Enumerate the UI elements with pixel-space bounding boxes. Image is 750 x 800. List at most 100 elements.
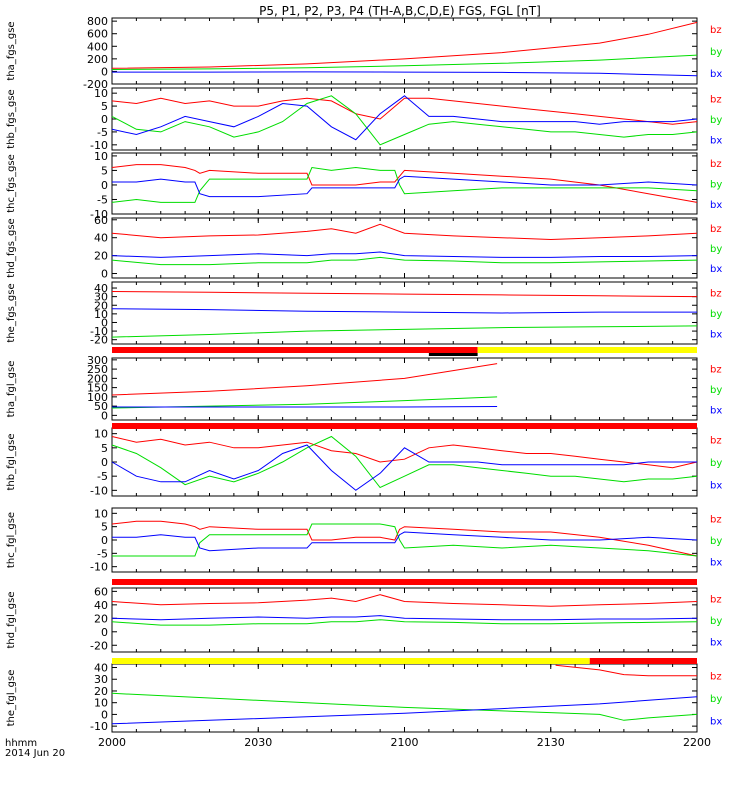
y-tick-label: -10 — [90, 561, 108, 574]
y-tick-label: 5 — [101, 521, 108, 534]
panel-frame — [111, 427, 698, 497]
series-by — [111, 325, 698, 338]
legend-bx: bx — [710, 557, 722, 568]
legend-by: by — [710, 309, 722, 320]
y-axis-label: thd_fgs_gse — [6, 218, 17, 277]
time-axis: 2000 2030 2100 2130 2200 — [98, 736, 711, 749]
y-tick-label: 30 — [94, 673, 108, 686]
y-tick-label: 0 — [101, 316, 108, 329]
y-axis-label: thc_fgs_gse — [6, 154, 17, 213]
series-by — [111, 435, 698, 489]
flag-segment — [112, 347, 478, 353]
series-by — [111, 95, 698, 146]
series-by — [111, 619, 698, 626]
y-tick-label: 0 — [101, 534, 108, 547]
x-tick-label: 2030 — [244, 736, 272, 749]
flag-segment — [112, 658, 590, 664]
series-bz — [111, 21, 698, 69]
legend-by: by — [710, 385, 722, 396]
series-by — [111, 692, 698, 721]
legend-bx: bx — [710, 330, 722, 341]
panel-thd_fgs_gse: 60 40 20 0 thd_fgs_gse bz by bx — [6, 214, 722, 281]
y-tick-label: 100 — [87, 391, 108, 404]
y-tick-label: 10 — [94, 697, 108, 710]
y-axis-label: thc_fgl_gse — [6, 512, 17, 568]
y-tick-label: 10 — [94, 507, 108, 520]
legend-bz: bz — [710, 515, 722, 526]
y-tick-label: 250 — [87, 363, 108, 376]
y-tick-label: 0 — [101, 113, 108, 126]
legend-bz: bz — [710, 94, 722, 105]
y-tick-label: 10 — [94, 308, 108, 321]
legend-bz: bz — [710, 671, 722, 682]
panel-thc_fgs_gse: 105 0-5 -10 thc_fgs_gse bz by bx — [6, 150, 722, 221]
series-bx — [111, 251, 698, 258]
y-tick-label: 5 — [101, 164, 108, 177]
y-tick-label: 10 — [94, 150, 108, 163]
flag-underline — [428, 353, 478, 356]
y-axis-label: thd_fgl_gse — [6, 592, 17, 649]
y-tick-label: 60 — [94, 585, 108, 598]
legend-by: by — [710, 458, 722, 469]
y-tick-label: 10 — [94, 87, 108, 100]
legend-by: by — [710, 47, 722, 58]
y-tick-label: -10 — [90, 325, 108, 338]
y-tick-label: 5 — [101, 442, 108, 455]
y-tick-label: -10 — [90, 139, 108, 152]
y-tick-label: -5 — [97, 470, 108, 483]
series-by — [111, 166, 698, 203]
panel-frame — [111, 507, 698, 573]
flag-segment — [112, 579, 697, 585]
series-bz — [111, 223, 698, 241]
y-tick-label: 20 — [94, 685, 108, 698]
y-tick-label: 0 — [101, 708, 108, 721]
y-tick-label: 40 — [94, 662, 108, 675]
legend-bz: bz — [710, 288, 722, 299]
series-bz — [111, 291, 698, 298]
y-tick-label: 20 — [94, 250, 108, 263]
y-axis-label: tha_fgl_gse — [6, 361, 17, 418]
legend-bx: bx — [710, 69, 722, 80]
legend-by: by — [710, 616, 722, 627]
y-axis-label: the_fgs_gse — [6, 283, 17, 342]
panel-frame — [111, 217, 698, 279]
y-tick-label: 20 — [94, 299, 108, 312]
series-bz — [111, 97, 698, 125]
x-tick-label: 2200 — [683, 736, 711, 749]
series-bz — [111, 520, 698, 557]
legend-bx: bx — [710, 200, 722, 211]
series-by — [112, 523, 698, 557]
legend-bz: bz — [710, 364, 722, 375]
y-axis-label: thb_fgl_gse — [6, 434, 17, 491]
panel-frame — [111, 17, 698, 85]
series-bx — [112, 175, 698, 198]
y-tick-label: -10 — [90, 720, 108, 733]
series-bx — [112, 71, 698, 77]
y-tick-label: 0 — [101, 268, 108, 281]
y-tick-label: -5 — [97, 126, 108, 139]
legend-bz: bz — [710, 25, 722, 36]
y-axis-label: tha_fgs_gse — [6, 21, 17, 80]
y-tick-label: 200 — [87, 372, 108, 385]
series-by — [111, 256, 698, 266]
y-tick-label: 200 — [87, 53, 108, 66]
y-tick-label: -20 — [90, 334, 108, 347]
legend-bz: bz — [710, 224, 722, 235]
series-bx — [111, 308, 697, 314]
y-tick-label: 300 — [87, 354, 108, 367]
y-tick-label: -10 — [90, 208, 108, 221]
series-bx — [111, 444, 697, 491]
y-tick-label: 400 — [87, 40, 108, 53]
series-bz — [555, 664, 697, 677]
y-axis-label: the_fgl_gse — [6, 670, 17, 727]
legend-bx: bx — [710, 136, 722, 147]
legend-bz: bz — [710, 435, 722, 446]
x-tick-label: 2130 — [537, 736, 565, 749]
